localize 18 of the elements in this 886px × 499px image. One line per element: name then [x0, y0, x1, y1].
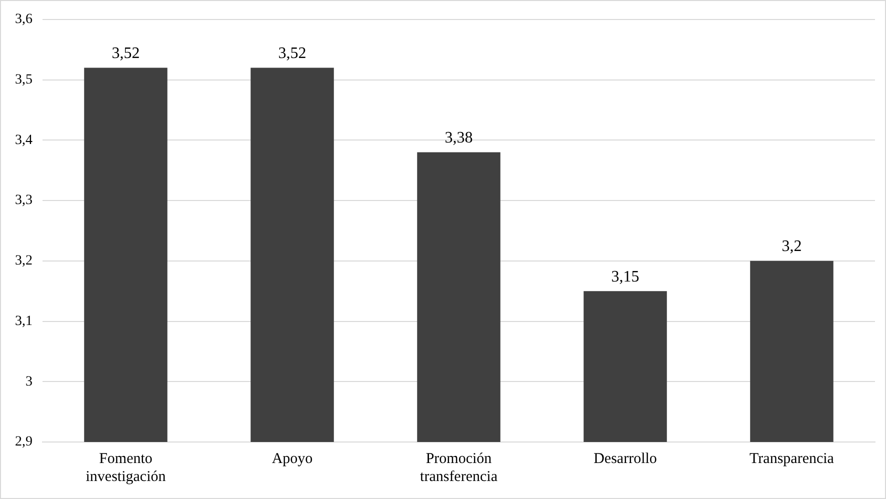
- data-label: 3,38: [444, 129, 473, 146]
- y-tick-label: 3,6: [15, 12, 32, 28]
- x-tick-label: Transparencia: [750, 450, 834, 467]
- y-tick-label: 3,1: [15, 314, 32, 329]
- y-tick-label: 2,9: [15, 434, 32, 450]
- data-label: 3,52: [278, 44, 306, 62]
- y-tick-label: 3: [26, 374, 32, 390]
- y-tick-label: 3,5: [15, 72, 32, 88]
- data-label: 3,52: [112, 44, 140, 62]
- x-tick-label: Fomento investigación: [86, 450, 166, 485]
- data-label: 3,2: [782, 238, 802, 256]
- y-tick-label: 3,3: [15, 193, 32, 208]
- x-tick-label: Desarrollo: [594, 450, 657, 467]
- x-tick-label: Apoyo: [272, 450, 313, 467]
- data-label: 3,15: [611, 268, 640, 286]
- x-tick-label: Promoción transferencia: [420, 450, 498, 485]
- y-tick-label: 3,4: [15, 132, 32, 148]
- y-tick-label: 3,2: [15, 254, 32, 269]
